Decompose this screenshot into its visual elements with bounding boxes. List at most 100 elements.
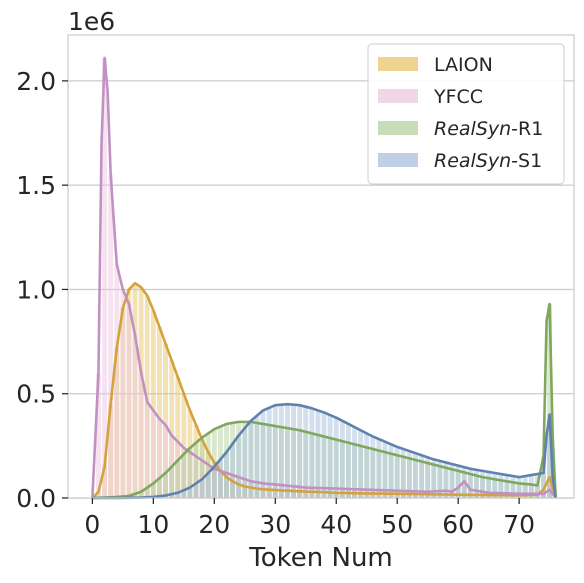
- bar: [425, 457, 431, 498]
- x-tick-label: 20: [198, 510, 230, 539]
- bar: [205, 472, 211, 498]
- bar: [285, 404, 290, 498]
- x-tick-label: 70: [503, 510, 535, 539]
- bar: [157, 478, 162, 498]
- bar: [339, 420, 345, 498]
- bar: [321, 412, 327, 498]
- x-tick-label: 0: [84, 510, 100, 539]
- bar: [187, 487, 193, 498]
- bar: [333, 417, 339, 498]
- bar: [175, 492, 181, 498]
- bar: [376, 439, 382, 498]
- legend-label: RealSyn-S1: [434, 150, 542, 172]
- kde-line-LAION: [91, 281, 557, 499]
- bar: [175, 460, 181, 498]
- bar: [150, 410, 156, 498]
- bars-RealSyn-S1: [126, 404, 553, 498]
- x-axis-title: Token Num: [248, 543, 393, 573]
- bar: [187, 447, 193, 498]
- bar: [193, 483, 199, 498]
- bar: [157, 418, 162, 498]
- bar: [169, 360, 175, 498]
- bar: [169, 466, 175, 498]
- legend-label: LAION: [434, 54, 493, 76]
- bar: [138, 491, 144, 498]
- bar: [169, 494, 175, 498]
- bar: [297, 405, 303, 498]
- bar: [236, 435, 242, 498]
- x-tick-label: 10: [137, 510, 169, 539]
- bar: [492, 472, 498, 498]
- legend-swatch: [378, 57, 418, 71]
- legend-swatch: [378, 121, 418, 135]
- bar: [443, 462, 449, 498]
- legend: LAION YFCC RealSyn-R1 RealSyn-S1: [367, 43, 565, 185]
- axis-ticks: 0 10 20 30 40 50 60 70 0.0 0.5 1.0 1.5 2.0: [16, 67, 535, 539]
- bar: [224, 452, 229, 498]
- bar: [455, 465, 461, 498]
- bar: [157, 326, 162, 498]
- bar: [144, 402, 150, 498]
- kde-line-RealSyn-S1: [92, 402, 557, 500]
- kde-line-YFCC: [91, 56, 557, 499]
- bar: [382, 441, 388, 498]
- bar: [272, 405, 278, 498]
- bar: [260, 410, 266, 498]
- bar: [211, 466, 217, 498]
- bar: [309, 408, 315, 498]
- legend-label: RealSyn-R1: [434, 118, 543, 140]
- bar: [175, 377, 181, 498]
- bar: [498, 474, 504, 498]
- bar: [400, 448, 406, 498]
- bar: [370, 436, 376, 498]
- histogram-bars: [96, 57, 553, 499]
- y-tick-label: 2.0: [16, 67, 56, 96]
- bar: [413, 453, 418, 498]
- y-tick-label: 0.0: [16, 484, 56, 513]
- bar: [480, 470, 485, 498]
- bar: [181, 393, 187, 498]
- bar: [144, 487, 150, 498]
- bar: [96, 372, 101, 498]
- bar: [102, 57, 108, 499]
- bar: [199, 437, 205, 498]
- bar: [474, 469, 479, 498]
- bar: [345, 423, 351, 498]
- bar: [126, 304, 132, 498]
- bar: [163, 472, 168, 498]
- bar: [394, 446, 400, 498]
- bar: [150, 310, 156, 498]
- bar: [352, 427, 357, 498]
- bar: [303, 406, 309, 498]
- bar: [449, 464, 455, 498]
- kde-lines: [91, 56, 558, 500]
- bar: [120, 289, 126, 498]
- y-tick-label: 0.5: [16, 380, 56, 409]
- bar: [181, 490, 187, 498]
- x-tick-label: 50: [381, 510, 413, 539]
- bar: [522, 476, 528, 498]
- bar: [486, 471, 492, 498]
- bar: [419, 455, 425, 498]
- bar: [358, 430, 364, 498]
- bar: [547, 414, 553, 498]
- y-tick-label: 1.0: [16, 275, 56, 304]
- y-offset-label: 1e6: [68, 7, 115, 36]
- x-tick-label: 40: [320, 510, 352, 539]
- bar: [132, 493, 138, 498]
- bar: [528, 475, 534, 498]
- legend-label: YFCC: [433, 86, 483, 108]
- bar: [364, 433, 370, 498]
- bar: [431, 459, 437, 498]
- bar: [327, 415, 333, 498]
- bar: [510, 476, 516, 498]
- bar: [163, 425, 168, 498]
- y-tick-label: 1.5: [16, 171, 56, 200]
- bar: [150, 483, 156, 498]
- bar: [278, 404, 284, 498]
- bar: [132, 335, 138, 498]
- bar: [467, 468, 473, 498]
- bar: [266, 407, 272, 498]
- bar: [504, 475, 510, 498]
